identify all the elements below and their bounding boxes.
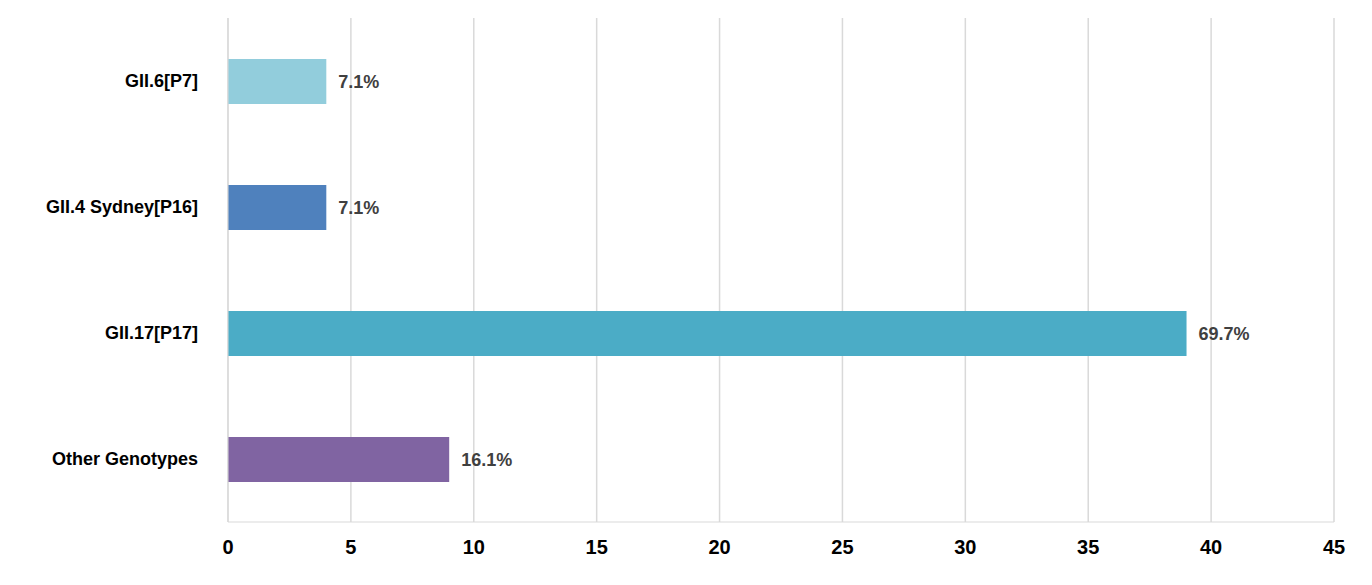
svg-text:15: 15	[586, 536, 608, 558]
svg-text:45: 45	[1323, 536, 1345, 558]
svg-text:GII.4 Sydney[P16]: GII.4 Sydney[P16]	[46, 197, 198, 217]
svg-text:25: 25	[831, 536, 853, 558]
svg-text:0: 0	[222, 536, 233, 558]
svg-text:5: 5	[345, 536, 356, 558]
svg-text:40: 40	[1200, 536, 1222, 558]
svg-text:Other Genotypes: Other Genotypes	[52, 449, 198, 469]
svg-text:16.1%: 16.1%	[461, 450, 512, 470]
svg-text:7.1%: 7.1%	[338, 72, 379, 92]
svg-text:GII.17[P17]: GII.17[P17]	[105, 323, 198, 343]
svg-text:20: 20	[708, 536, 730, 558]
svg-text:35: 35	[1077, 536, 1099, 558]
svg-text:69.7%: 69.7%	[1199, 324, 1250, 344]
svg-text:7.1%: 7.1%	[338, 198, 379, 218]
svg-text:10: 10	[463, 536, 485, 558]
svg-text:GII.6[P7]: GII.6[P7]	[125, 71, 198, 91]
svg-text:30: 30	[954, 536, 976, 558]
